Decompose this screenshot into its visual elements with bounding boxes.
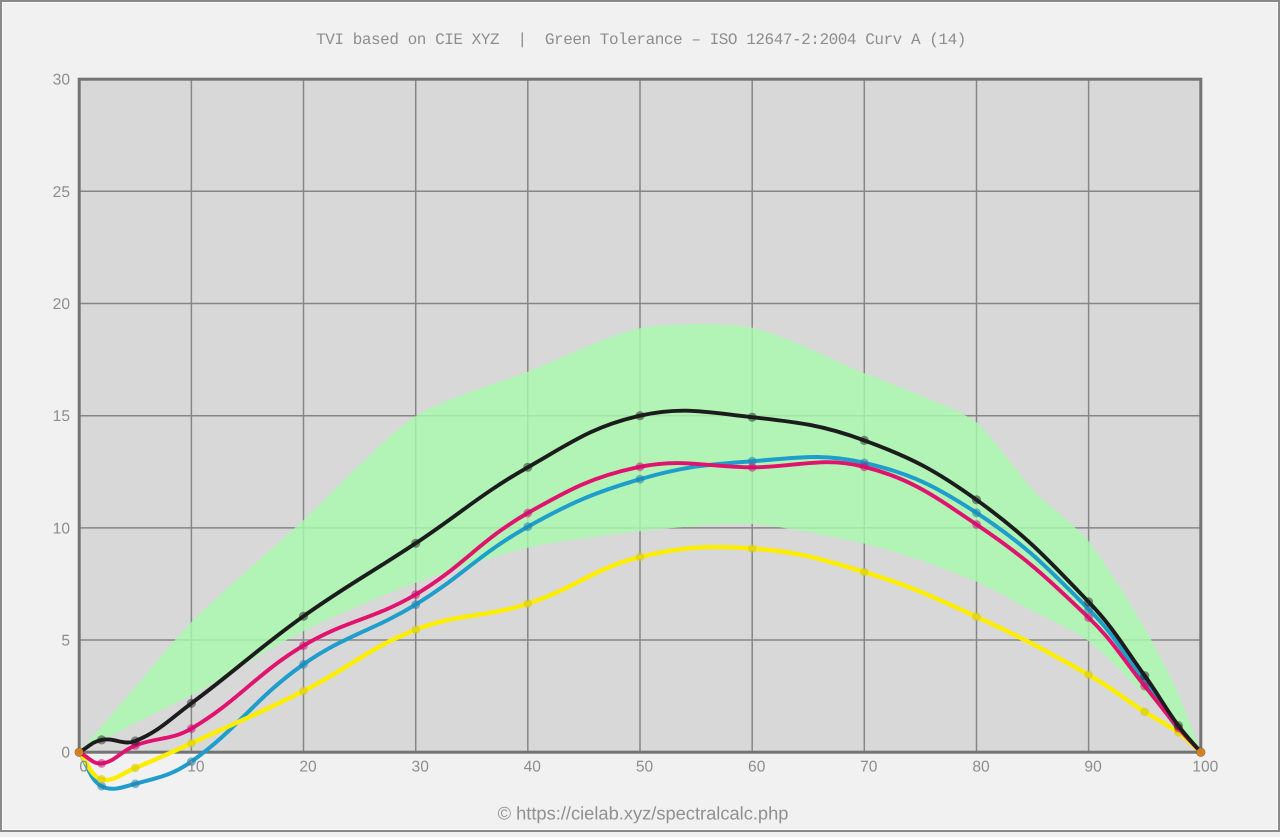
svg-text:30: 30 xyxy=(53,72,71,89)
svg-text:25: 25 xyxy=(53,184,71,201)
svg-text:20: 20 xyxy=(53,296,71,313)
svg-text:60: 60 xyxy=(748,759,766,776)
svg-text:5: 5 xyxy=(61,633,70,650)
svg-text:20: 20 xyxy=(299,759,317,776)
svg-text:0: 0 xyxy=(61,745,70,762)
svg-text:© https://cielab.xyz/spectralc: © https://cielab.xyz/spectralcalc.php xyxy=(498,803,789,824)
svg-text:TVI based on CIE XYZ | Green: TVI based on CIE XYZ | Green Tolerance –… xyxy=(316,31,966,49)
svg-text:70: 70 xyxy=(860,759,878,776)
svg-text:100: 100 xyxy=(1192,759,1218,776)
svg-text:30: 30 xyxy=(412,759,430,776)
svg-text:15: 15 xyxy=(53,408,71,425)
svg-text:80: 80 xyxy=(972,759,990,776)
svg-text:90: 90 xyxy=(1084,759,1102,776)
svg-text:10: 10 xyxy=(53,520,71,537)
svg-text:50: 50 xyxy=(636,759,654,776)
svg-text:0: 0 xyxy=(79,759,88,776)
svg-text:40: 40 xyxy=(524,759,542,776)
svg-text:10: 10 xyxy=(187,759,205,776)
